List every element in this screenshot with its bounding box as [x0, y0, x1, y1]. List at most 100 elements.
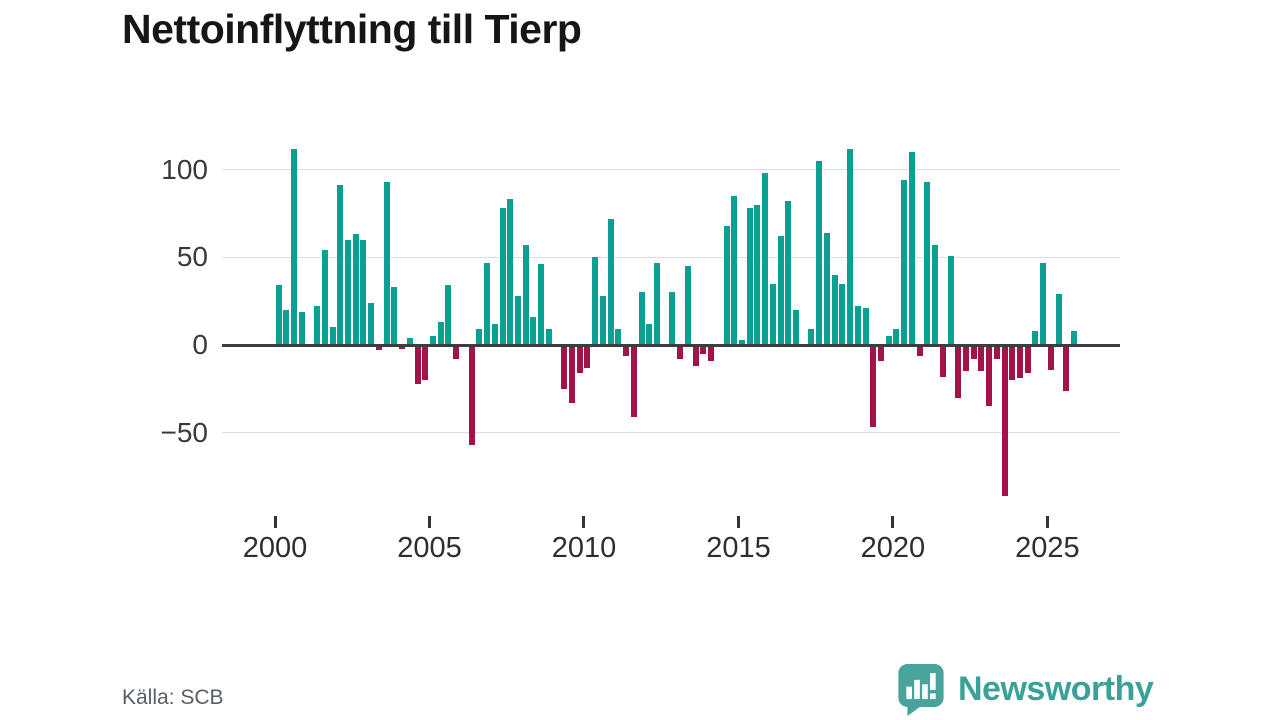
bar-2003-q4 — [391, 287, 398, 345]
bar-2000-q1 — [275, 285, 282, 345]
bar-2000-q2 — [283, 309, 290, 345]
gridline-100 — [222, 169, 1120, 171]
bar-2015-q1 — [738, 339, 745, 345]
bar-2007-q4 — [514, 295, 521, 345]
y-tick-label--50: −50 — [160, 416, 209, 448]
bar-2025-q1 — [1047, 345, 1054, 370]
bar-2004-q2 — [406, 337, 413, 345]
bar-2005-q2 — [437, 322, 444, 345]
bar-2013-q1 — [677, 345, 684, 360]
bar-2007-q2 — [499, 208, 506, 345]
source-caption: Källa: SCB — [122, 686, 224, 709]
bar-2018-q2 — [839, 283, 846, 345]
bar-2022-q4 — [978, 345, 985, 372]
bar-2010-q1 — [584, 345, 591, 368]
bar-2025-q4 — [1071, 330, 1078, 345]
bar-2015-q2 — [746, 208, 753, 345]
x-tick-2020 — [891, 516, 895, 528]
bar-2008-q3 — [538, 264, 545, 345]
bar-2015-q4 — [762, 173, 769, 345]
x-tick-label-2025: 2025 — [1015, 532, 1080, 564]
bar-2016-q2 — [777, 236, 784, 345]
bar-2023-q4 — [1009, 345, 1016, 381]
x-tick-2000 — [273, 516, 277, 528]
gridline-50 — [222, 256, 1120, 258]
bar-2021-q1 — [924, 181, 931, 345]
bar-2019-q2 — [870, 345, 877, 428]
bar-2020-q1 — [893, 329, 900, 345]
bar-2000-q4 — [298, 311, 305, 345]
plot-area: 2000 2005 2010 2015 2020 2025 — [222, 140, 1122, 564]
bar-2003-q3 — [383, 181, 390, 345]
bar-2006-q2 — [468, 345, 475, 445]
bar-2010-q2 — [592, 257, 599, 345]
bar-2018-q4 — [854, 306, 861, 345]
bar-2014-q1 — [708, 345, 715, 361]
bar-2012-q2 — [653, 262, 660, 345]
bar-2006-q4 — [484, 262, 491, 345]
bar-2023-q2 — [993, 345, 1000, 360]
bar-2021-q4 — [947, 255, 954, 345]
bar-2015-q3 — [754, 204, 761, 345]
bar-2020-q4 — [916, 345, 923, 356]
bar-2009-q3 — [569, 345, 576, 403]
bar-2005-q4 — [453, 345, 460, 360]
bar-2013-q2 — [684, 266, 691, 345]
x-tick-label-2010: 2010 — [551, 532, 617, 564]
bar-2024-q3 — [1032, 330, 1039, 345]
x-tick-2015 — [736, 516, 740, 528]
bar-2007-q1 — [491, 323, 498, 345]
bar-2004-q1 — [399, 345, 406, 349]
bar-2021-q2 — [932, 245, 939, 345]
bar-2025-q3 — [1063, 345, 1070, 391]
bar-2001-q4 — [329, 327, 336, 345]
bar-2016-q3 — [785, 201, 792, 345]
bar-2009-q4 — [576, 345, 583, 374]
bar-2006-q3 — [476, 329, 483, 345]
bar-2004-q3 — [414, 345, 421, 384]
bar-2002-q1 — [337, 185, 344, 345]
bar-2007-q3 — [507, 199, 514, 345]
bar-2023-q3 — [1001, 345, 1008, 496]
zero-baseline — [222, 343, 1120, 347]
y-tick-label-100: 100 — [161, 153, 208, 185]
bar-2024-q2 — [1024, 345, 1031, 374]
newsworthy-wordmark: Newsworthy — [958, 670, 1154, 708]
bar-2014-q3 — [723, 225, 730, 345]
x-tick-2010 — [582, 516, 586, 528]
bar-2000-q3 — [290, 148, 297, 345]
bar-2024-q1 — [1017, 345, 1024, 379]
bar-2011-q3 — [630, 345, 637, 417]
bar-2010-q3 — [599, 295, 606, 345]
gridline--50 — [222, 432, 1120, 434]
bar-2022-q2 — [962, 345, 969, 372]
bar-2025-q2 — [1055, 294, 1062, 345]
y-tick-label-0: 0 — [192, 329, 208, 360]
bar-2002-q4 — [360, 239, 367, 345]
bar-2020-q3 — [908, 152, 915, 345]
x-tick-label-2015: 2015 — [706, 532, 771, 564]
x-tick-label-2005: 2005 — [397, 532, 462, 564]
bar-2013-q3 — [692, 345, 699, 367]
bar-2003-q1 — [368, 302, 375, 345]
page-title: Nettoinflyttning till Tierp — [122, 6, 582, 52]
bar-2008-q2 — [530, 316, 537, 345]
x-tick-label-2020: 2020 — [860, 532, 926, 564]
bar-2011-q2 — [623, 345, 630, 356]
bar-2001-q2 — [314, 306, 321, 345]
newsworthy-logo: Newsworthy — [898, 664, 1154, 716]
bar-2021-q3 — [939, 345, 946, 377]
bar-2018-q1 — [831, 274, 838, 345]
bar-2005-q1 — [429, 336, 436, 345]
x-tick-label-2000: 2000 — [242, 532, 308, 564]
bar-2022-q3 — [970, 345, 977, 360]
bar-2020-q2 — [901, 180, 908, 345]
bar-2012-q4 — [669, 292, 676, 345]
bar-2016-q4 — [793, 309, 800, 345]
bar-2008-q1 — [522, 245, 529, 345]
bar-2018-q3 — [847, 148, 854, 345]
bar-2001-q3 — [321, 250, 328, 345]
bar-2023-q1 — [986, 345, 993, 407]
bar-2002-q2 — [345, 239, 352, 345]
bar-2014-q4 — [731, 195, 738, 345]
